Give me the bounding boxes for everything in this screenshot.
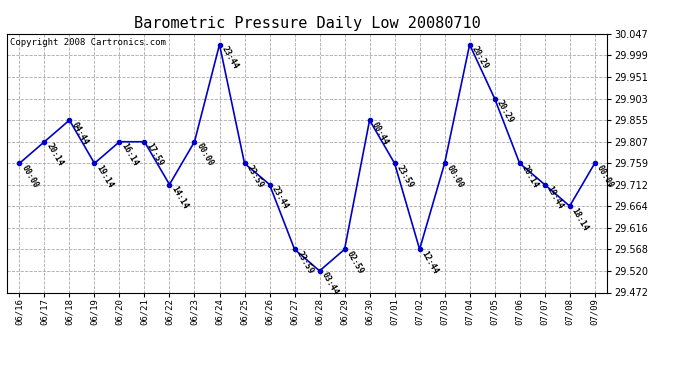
Text: 19:14: 19:14 xyxy=(95,164,115,189)
Text: 00:00: 00:00 xyxy=(19,164,40,189)
Text: 20:14: 20:14 xyxy=(44,142,65,168)
Text: 18:14: 18:14 xyxy=(570,206,590,232)
Text: 00:44: 00:44 xyxy=(370,120,390,146)
Text: 23:59: 23:59 xyxy=(295,249,315,276)
Text: 19:44: 19:44 xyxy=(544,184,565,211)
Text: 23:59: 23:59 xyxy=(395,164,415,189)
Text: 03:44: 03:44 xyxy=(319,271,340,297)
Text: 17:59: 17:59 xyxy=(144,142,165,168)
Text: 16:14: 16:14 xyxy=(119,142,140,168)
Text: 12:44: 12:44 xyxy=(420,249,440,276)
Text: 14:14: 14:14 xyxy=(170,184,190,211)
Text: Copyright 2008 Cartronics.com: Copyright 2008 Cartronics.com xyxy=(10,38,166,46)
Text: 20:14: 20:14 xyxy=(520,164,540,189)
Text: 00:00: 00:00 xyxy=(195,142,215,168)
Text: 23:44: 23:44 xyxy=(270,184,290,211)
Text: 20:29: 20:29 xyxy=(470,45,490,71)
Text: 20:29: 20:29 xyxy=(495,99,515,125)
Title: Barometric Pressure Daily Low 20080710: Barometric Pressure Daily Low 20080710 xyxy=(134,16,480,31)
Text: 04:44: 04:44 xyxy=(70,120,90,146)
Text: 00:00: 00:00 xyxy=(595,164,615,189)
Text: 23:44: 23:44 xyxy=(219,45,240,71)
Text: 23:59: 23:59 xyxy=(244,164,265,189)
Text: 00:00: 00:00 xyxy=(444,164,465,189)
Text: 02:59: 02:59 xyxy=(344,249,365,276)
